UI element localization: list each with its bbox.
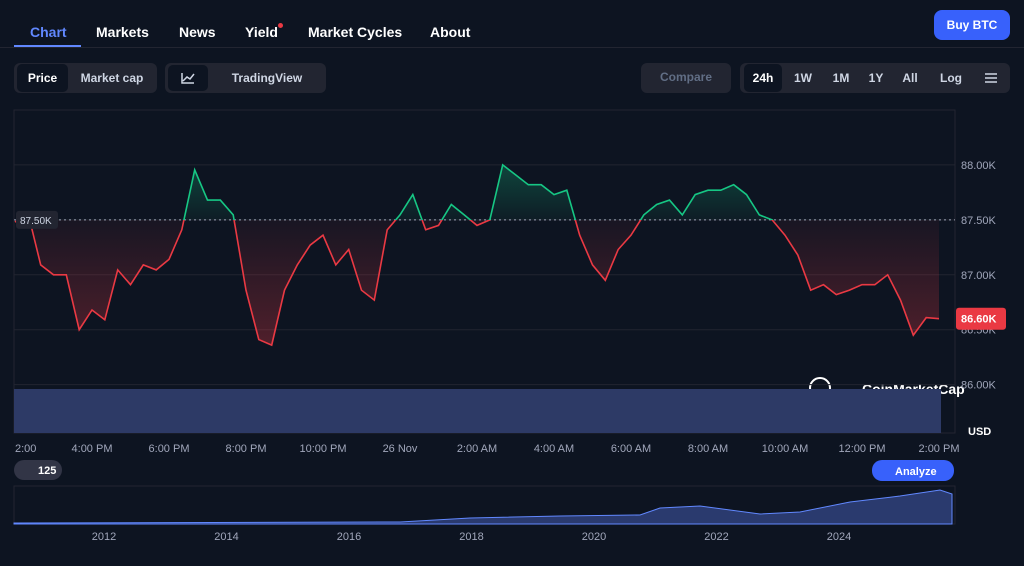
reference-label: 87.50K bbox=[20, 216, 52, 227]
range[interactable]: 1W bbox=[794, 71, 812, 85]
x-tick-label: 10:00 AM bbox=[762, 443, 808, 455]
tab[interactable]: Markets bbox=[96, 24, 149, 40]
tab[interactable]: About bbox=[430, 24, 471, 40]
tab[interactable]: Yield bbox=[245, 24, 278, 40]
x-tick-label: 2:00 bbox=[15, 443, 36, 455]
icon bbox=[181, 73, 195, 84]
badge: 125 bbox=[38, 465, 56, 477]
price-line bbox=[14, 163, 940, 347]
navigator-label: 2024 bbox=[827, 531, 851, 543]
volume-block bbox=[14, 389, 941, 433]
tab[interactable]: Chart bbox=[30, 24, 67, 40]
toggle[interactable]: Price bbox=[17, 64, 68, 92]
tab[interactable]: News bbox=[179, 24, 216, 40]
range[interactable]: 24h bbox=[744, 64, 782, 92]
navigator-label: 2018 bbox=[459, 531, 483, 543]
x-tick-label: 12:00 PM bbox=[838, 443, 885, 455]
buy-button[interactable]: Buy BTC bbox=[934, 10, 1010, 40]
dot bbox=[278, 23, 283, 28]
x-tick-label: 2:00 PM bbox=[919, 443, 960, 455]
x-tick-label: 10:00 PM bbox=[299, 443, 346, 455]
y-tick-label: 88.00K bbox=[961, 160, 997, 172]
y-tick-label: 87.00K bbox=[961, 270, 997, 282]
x-tick-label: 4:00 PM bbox=[72, 443, 113, 455]
navigator-label: 2012 bbox=[92, 531, 116, 543]
settings[interactable] bbox=[978, 66, 1004, 90]
analyze-bg[interactable] bbox=[872, 460, 954, 481]
range[interactable]: All bbox=[902, 71, 918, 85]
tradingview[interactable]: TradingView bbox=[231, 71, 303, 85]
navigator-label: 2022 bbox=[704, 531, 728, 543]
current-badge bbox=[956, 307, 1006, 330]
range-group bbox=[740, 63, 1010, 93]
x-tick-label: 8:00 PM bbox=[226, 443, 267, 455]
x-tick-label: 8:00 AM bbox=[688, 443, 728, 455]
tab-underline bbox=[14, 45, 81, 47]
x-tick-label: 4:00 AM bbox=[534, 443, 574, 455]
navigator-label: 2014 bbox=[214, 531, 238, 543]
x-tick-label: 6:00 AM bbox=[611, 443, 651, 455]
navigator-label: 2016 bbox=[337, 531, 361, 543]
navigator-label: 2020 bbox=[582, 531, 606, 543]
log[interactable]: Log bbox=[940, 71, 962, 85]
current-label: 86.60K bbox=[961, 314, 997, 326]
tab[interactable]: Market Cycles bbox=[308, 24, 403, 40]
y-tick-label: 87.50K bbox=[961, 215, 997, 227]
price-area bbox=[15, 164, 939, 346]
y-tick-label: 86.00K bbox=[961, 380, 997, 392]
toggle[interactable]: Market cap bbox=[80, 71, 144, 85]
badge-bg bbox=[14, 460, 62, 480]
reference-badge bbox=[16, 210, 58, 229]
range[interactable]: 1Y bbox=[868, 71, 884, 85]
navigator-area bbox=[13, 489, 953, 525]
compare[interactable]: Compare bbox=[641, 63, 731, 93]
x-tick-label: 2:00 AM bbox=[457, 443, 497, 455]
x-tick-label: 6:00 PM bbox=[149, 443, 190, 455]
analyze[interactable]: Analyze bbox=[895, 466, 937, 478]
y-unit: USD bbox=[968, 426, 991, 438]
divider bbox=[0, 47, 1024, 48]
range[interactable]: 1M bbox=[832, 71, 850, 85]
icon bbox=[985, 73, 997, 83]
x-tick-label: 26 Nov bbox=[383, 443, 418, 455]
line-icon-button[interactable] bbox=[168, 65, 208, 91]
